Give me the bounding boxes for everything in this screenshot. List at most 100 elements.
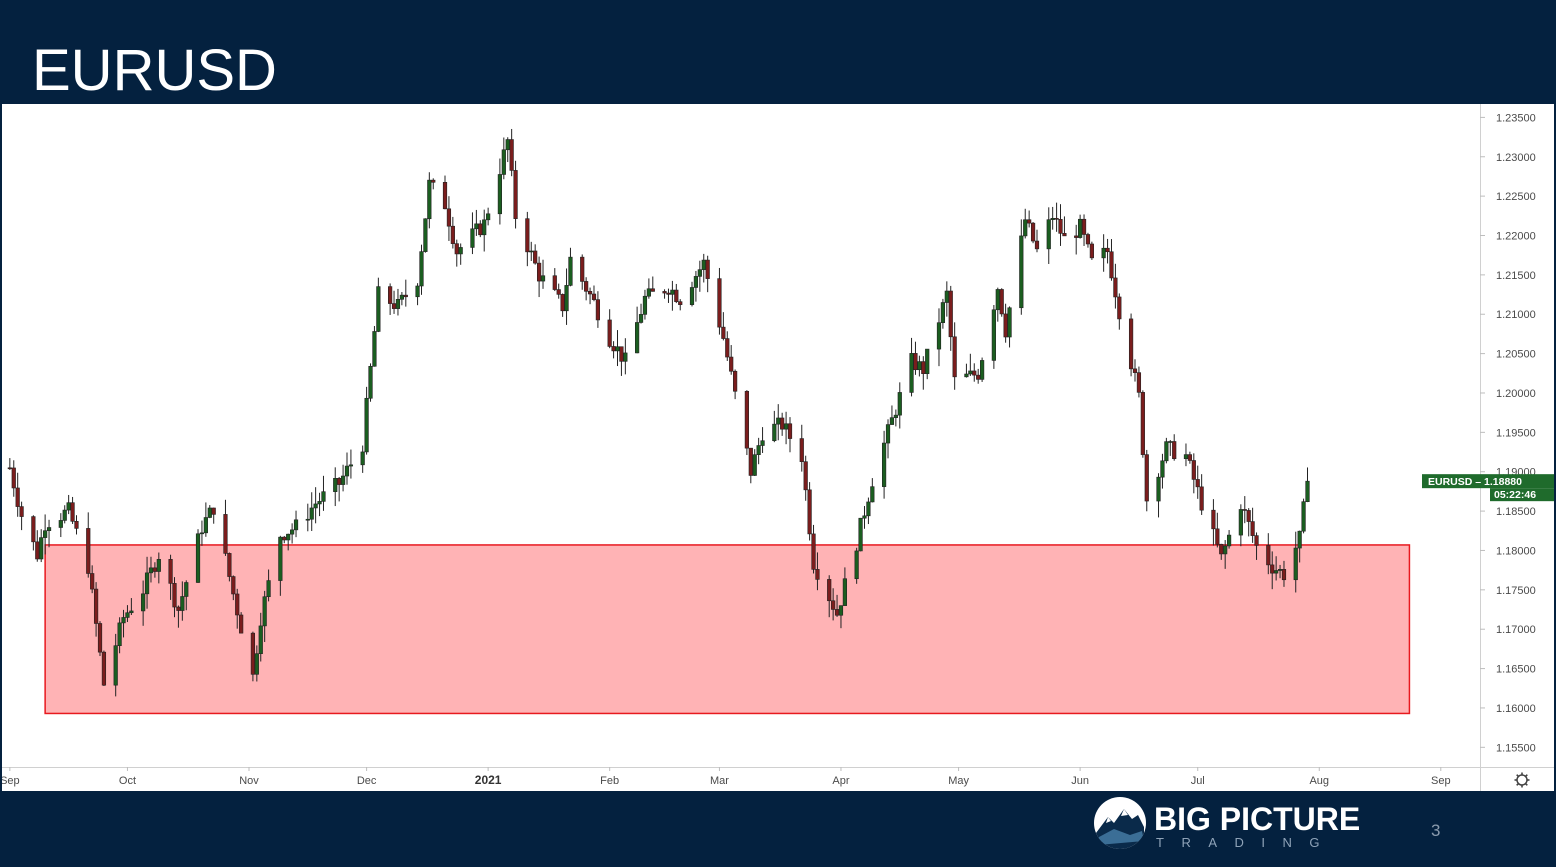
candle <box>568 247 573 287</box>
candle-body <box>1199 486 1204 511</box>
candle-body <box>497 174 502 215</box>
candle <box>199 520 205 546</box>
candle <box>838 605 844 629</box>
candle <box>783 411 789 445</box>
x-tick-label: Dec <box>357 775 377 787</box>
candle <box>148 556 154 583</box>
candle <box>1195 465 1200 499</box>
candle <box>427 172 432 229</box>
candle <box>442 175 448 210</box>
candle-body <box>1172 441 1177 460</box>
candle <box>748 447 753 484</box>
chart-area[interactable]: 1.15500 1.16000 1.16500 1.17000 1.17500 1.180… <box>2 104 1554 791</box>
candle <box>376 277 381 333</box>
candle <box>309 492 314 531</box>
x-tick-label: Apr <box>832 775 849 787</box>
candle <box>1160 453 1165 489</box>
settings-gear-icon[interactable] <box>1514 772 1530 788</box>
candle-body <box>43 530 48 538</box>
candle-body <box>940 302 946 323</box>
candle-body <box>838 605 844 616</box>
candle <box>1132 359 1138 382</box>
candle-body <box>1191 460 1196 480</box>
candle-body <box>580 256 585 282</box>
candle-body <box>733 370 738 392</box>
candle-body <box>431 179 436 183</box>
candle-body <box>1074 235 1079 238</box>
candle <box>180 581 185 621</box>
candle <box>340 464 346 492</box>
candle <box>399 292 404 306</box>
candle-body <box>152 567 157 572</box>
candle <box>1034 229 1040 253</box>
candle <box>93 582 99 637</box>
candle-body <box>701 259 706 270</box>
candle <box>1172 434 1177 461</box>
candle-body <box>486 213 491 221</box>
candle-body <box>811 533 816 570</box>
candle-body <box>258 625 263 654</box>
candle-body <box>650 288 655 292</box>
candle-body <box>1081 218 1087 235</box>
slide-title: EURUSD <box>32 38 277 103</box>
candle-body <box>525 218 530 253</box>
candle-body <box>678 301 683 305</box>
price-tag-box <box>1422 474 1554 489</box>
candle <box>564 268 569 325</box>
candle-body <box>717 278 722 328</box>
candle-body <box>564 285 569 312</box>
candle-body <box>7 467 12 470</box>
candle-body <box>235 593 240 616</box>
candle <box>619 346 624 376</box>
y-tick-label: 1.16000 <box>1496 703 1536 715</box>
candle-body <box>470 228 475 248</box>
candle <box>1226 530 1232 549</box>
candle <box>391 290 397 314</box>
y-tick-label: 1.17500 <box>1496 585 1536 597</box>
candle-body <box>337 478 342 485</box>
candle-body <box>184 582 189 597</box>
candle <box>540 259 546 289</box>
candle <box>74 515 79 535</box>
candle <box>729 345 734 375</box>
candle <box>231 575 236 601</box>
page-number: 3 <box>1431 821 1441 840</box>
candle-body <box>223 514 228 554</box>
candle <box>972 363 977 382</box>
candle <box>125 605 130 623</box>
candlestick-chart[interactable]: 1.15500 1.16000 1.16500 1.17000 1.17500 1.180… <box>2 104 1554 791</box>
candle <box>15 472 20 517</box>
candle-body <box>90 573 95 590</box>
x-tick-label: Sep <box>1431 775 1451 787</box>
candle-body <box>176 606 181 611</box>
candle <box>254 645 259 682</box>
candle-body <box>1305 480 1310 502</box>
candle <box>725 331 730 361</box>
candle <box>776 404 781 441</box>
candle-body <box>568 256 573 286</box>
candle <box>235 588 240 629</box>
candle <box>144 556 150 609</box>
candle-body <box>752 454 757 476</box>
candle-body <box>1144 454 1149 502</box>
candle <box>556 283 561 299</box>
candle <box>925 348 930 380</box>
candle <box>803 455 808 501</box>
candle <box>995 287 1000 322</box>
candle <box>168 554 173 600</box>
candle <box>184 580 189 611</box>
candle <box>948 285 953 351</box>
candle <box>1089 241 1094 260</box>
support-zone <box>44 544 1411 715</box>
candle-body <box>199 532 205 535</box>
candle <box>239 612 244 634</box>
candle <box>403 279 408 307</box>
candle-body <box>35 541 40 560</box>
candle <box>807 482 812 541</box>
candle <box>1156 473 1161 518</box>
candle <box>760 427 765 453</box>
candle <box>431 178 436 190</box>
candle <box>101 650 107 687</box>
candle-body <box>536 262 542 282</box>
candle-body <box>419 251 424 287</box>
